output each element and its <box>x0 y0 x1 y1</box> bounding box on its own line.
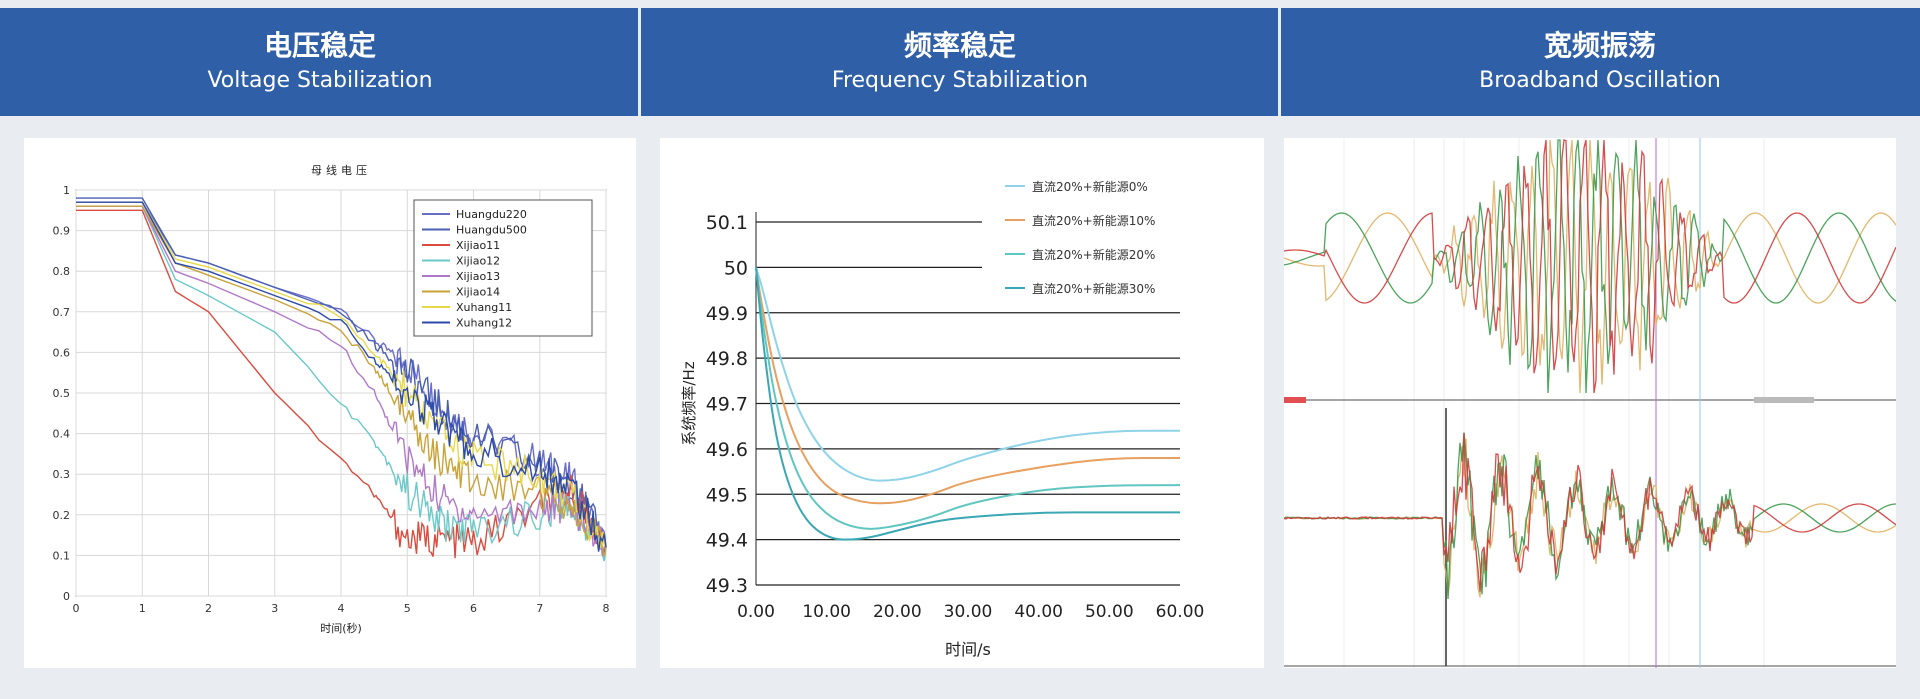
x-tick-label: 4 <box>338 602 345 615</box>
y-tick-label: 49.8 <box>706 348 748 370</box>
x-tick-label: 40.00 <box>1014 602 1063 622</box>
y-tick-label: 0.1 <box>53 549 71 562</box>
series-line <box>755 267 1181 482</box>
waveform-bottom <box>1284 432 1896 600</box>
header-divider <box>638 8 641 116</box>
x-axis-label: 时间(秒) <box>320 621 362 635</box>
y-tick-label: 0.6 <box>53 346 71 359</box>
y-tick-label: 49.3 <box>706 575 748 597</box>
waveform-top <box>1284 139 1896 394</box>
header-column-voltage: 电压稳定 Voltage Stabilization <box>0 8 640 116</box>
legend-label: Xijiao13 <box>456 270 500 283</box>
header-title-en: Broadband Oscillation <box>1479 68 1721 93</box>
x-tick-label: 60.00 <box>1156 602 1205 622</box>
x-tick-label: 0 <box>73 602 80 615</box>
y-tick-label: 0.5 <box>53 387 71 400</box>
y-tick-label: 49.9 <box>706 303 748 325</box>
series-line-xuhang12 <box>76 201 607 552</box>
x-tick-label: 2 <box>205 602 212 615</box>
series-line-xijiao14 <box>76 205 607 557</box>
x-tick-label: 1 <box>139 602 146 615</box>
header-title-cn: 电压稳定 <box>263 29 376 62</box>
header-title-cn: 宽频振荡 <box>1543 29 1656 62</box>
oscillation-chart <box>1284 138 1896 668</box>
y-tick-label: 1 <box>63 184 70 197</box>
legend-label: 直流20%+新能源30% <box>1032 281 1155 296</box>
series-line <box>755 267 1181 530</box>
series-line <box>755 267 1181 505</box>
y-tick-label: 0.2 <box>53 509 71 522</box>
series-line-xijiao12 <box>76 205 607 562</box>
frequency-chart-panel: 49.3 49.4 49.5 49.6 49.7 49.8 49.9 50 50.1 0.00 10… <box>660 138 1264 668</box>
legend-label: 直流20%+新能源0% <box>1032 179 1148 194</box>
header-column-frequency: 频率稳定 Frequency Stabilization <box>640 8 1280 116</box>
header-banner: 电压稳定 Voltage Stabilization 频率稳定 Frequenc… <box>0 8 1920 116</box>
legend-label: Huangdu500 <box>456 224 527 237</box>
y-tick-label: 0.9 <box>53 225 71 238</box>
x-tick-label: 50.00 <box>1085 602 1134 622</box>
legend-label: 直流20%+新能源20% <box>1032 247 1155 262</box>
scroll-marker <box>1284 397 1306 403</box>
y-axis-label: 系统频率/Hz <box>680 361 698 445</box>
waveform-bottom <box>1284 432 1896 592</box>
legend-label: Xijiao11 <box>456 239 500 252</box>
y-tick-label: 49.5 <box>706 484 748 506</box>
x-axis-label: 时间/s <box>945 640 991 659</box>
x-tick-label: 5 <box>404 602 411 615</box>
x-tick-label: 0.00 <box>737 602 775 622</box>
y-tick-label: 49.4 <box>706 530 748 552</box>
y-tick-label: 49.7 <box>706 394 748 416</box>
y-tick-label: 0.8 <box>53 265 71 278</box>
legend-box <box>413 199 593 337</box>
legend-label: Xijiao12 <box>456 255 500 268</box>
scroll-marker <box>1754 397 1814 403</box>
y-tick-label: 50 <box>724 257 748 279</box>
x-tick-label: 7 <box>536 602 543 615</box>
series-line-xuhang11 <box>76 201 607 550</box>
chart-title: 母线电压 <box>311 163 371 177</box>
y-tick-label: 0 <box>63 590 70 603</box>
x-tick-label: 30.00 <box>944 602 993 622</box>
waveform-top <box>1284 139 1896 394</box>
frequency-chart: 49.3 49.4 49.5 49.6 49.7 49.8 49.9 50 50.1 0.00 10… <box>680 179 1205 659</box>
legend-label: Xuhang11 <box>456 301 512 314</box>
waveform-top <box>1284 139 1896 394</box>
y-tick-label: 0.3 <box>53 468 71 481</box>
y-tick-label: 49.6 <box>706 439 748 461</box>
x-tick-label: 3 <box>271 602 278 615</box>
x-tick-label: 20.00 <box>873 602 922 622</box>
header-divider <box>1278 8 1281 116</box>
legend-label: Huangdu220 <box>456 208 527 221</box>
legend-label: 直流20%+新能源10% <box>1032 213 1155 228</box>
y-tick-label: 0.4 <box>53 428 71 441</box>
voltage-chart-panel: 0 1 2 3 4 5 6 7 8 0 0.1 0.2 0.3 0.4 0.5 0.6 0.7 0.8 0.9 1 母线… <box>24 138 636 668</box>
voltage-chart: 0 1 2 3 4 5 6 7 8 0 0.1 0.2 0.3 0.4 0.5 0.6 0.7 0.8 0.9 1 母线… <box>53 163 610 635</box>
legend-label: Xuhang12 <box>456 317 512 330</box>
x-tick-label: 6 <box>470 602 477 615</box>
header-title-cn: 频率稳定 <box>903 29 1016 62</box>
y-tick-label: 0.7 <box>53 306 71 319</box>
x-tick-label: 8 <box>603 602 610 615</box>
x-tick-label: 10.00 <box>802 602 851 622</box>
header-column-oscillation: 宽频振荡 Broadband Oscillation <box>1280 8 1920 116</box>
series-line <box>755 267 1180 541</box>
header-title-en: Voltage Stabilization <box>207 68 433 93</box>
oscillation-chart-panel <box>1284 138 1896 668</box>
y-tick-label: 50.1 <box>706 212 748 234</box>
header-title-en: Frequency Stabilization <box>831 68 1089 93</box>
legend-label: Xijiao14 <box>456 286 500 299</box>
